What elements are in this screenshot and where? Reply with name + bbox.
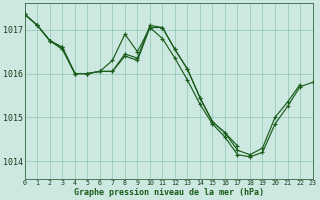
X-axis label: Graphe pression niveau de la mer (hPa): Graphe pression niveau de la mer (hPa) [74, 188, 264, 197]
